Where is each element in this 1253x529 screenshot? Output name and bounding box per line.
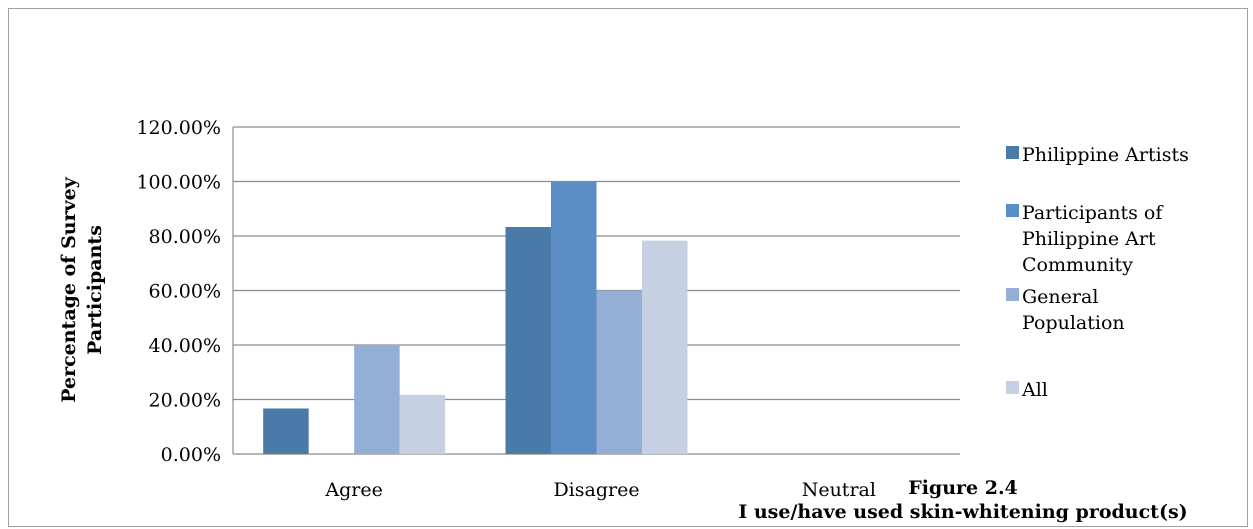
legend-label: Community [1022,254,1133,276]
bars [263,181,688,454]
legend-swatch [1006,146,1019,159]
legend-label: All [1021,379,1048,401]
y-axis-label: Percentage of Survey Participants [58,176,106,403]
legend-swatch [1006,204,1019,217]
bar [642,240,688,454]
legend-label: General [1022,286,1098,308]
bar [263,408,309,454]
bar [596,290,642,454]
bar [505,227,551,454]
y-tick-label: 120.00% [136,117,221,139]
category-labels: Agree Disagree Neutral [324,479,876,501]
bar [354,345,400,454]
category-label: Agree [324,479,382,501]
bar [551,181,597,454]
figure-caption: I use/have used skin-whitening product(s… [738,501,1187,523]
bar [399,394,446,454]
y-tick-label: 20.00% [149,390,221,412]
legend-label: Population [1022,312,1125,334]
category-label: Neutral [802,479,876,501]
figure-number: Figure 2.4 [908,477,1018,499]
legend-swatch [1006,288,1019,301]
y-tick-label: 80.00% [149,226,221,248]
legend: Philippine Artists Participants of Philipp… [1006,144,1189,401]
y-tick-label: 40.00% [149,335,221,357]
y-tick-labels: 0.00% 20.00% 40.00% 60.00% 80.00% 100.00% 120.… [136,117,221,466]
y-tick-label: 60.00% [149,281,221,303]
legend-label: Philippine Artists [1022,144,1189,166]
chart-frame [8,8,1248,527]
y-tick-label: 0.00% [161,444,221,466]
legend-label: Philippine Art [1022,228,1156,250]
y-tick-label: 100.00% [136,172,221,194]
legend-swatch [1006,381,1019,394]
category-label: Disagree [553,479,639,501]
legend-label: Participants of [1022,202,1164,224]
